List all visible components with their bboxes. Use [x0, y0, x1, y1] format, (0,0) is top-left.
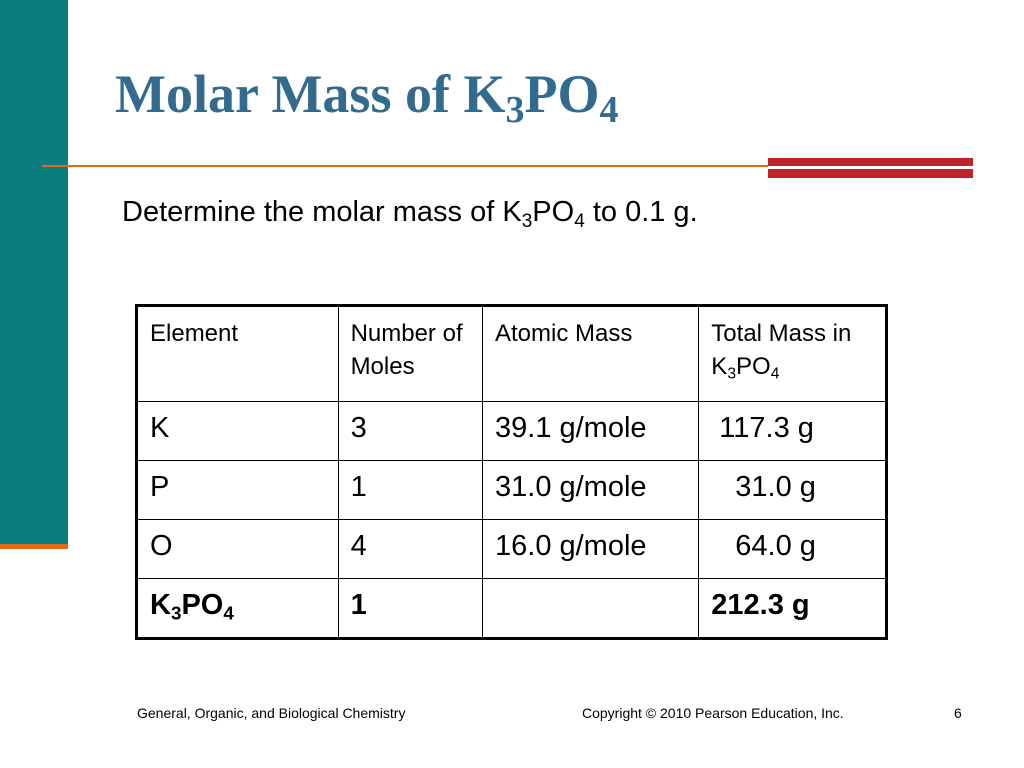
cell-atomic-mass: 16.0 g/mole	[481, 519, 700, 579]
molar-mass-table: Element Number of Moles Atomic Mass Tota…	[135, 304, 888, 640]
cell-moles: 1	[337, 460, 484, 520]
table-row: K 3 39.1 g/mole 117.3 g	[136, 401, 887, 461]
cell-moles: 3	[337, 401, 484, 461]
cell-compound-moles: 1	[337, 578, 484, 639]
cell-element: P	[136, 460, 339, 520]
side-bar-underline	[0, 544, 68, 549]
footer-copyright: Copyright © 2010 Pearson Education, Inc.	[582, 705, 844, 721]
table-row: P 1 31.0 g/mole 31.0 g	[136, 460, 887, 520]
cell-element: K	[136, 401, 339, 461]
table-header-row: Element Number of Moles Atomic Mass Tota…	[136, 305, 887, 402]
footer-page-number: 6	[954, 705, 962, 721]
cell-compound-atomic	[481, 578, 700, 639]
table-row: O 4 16.0 g/mole 64.0 g	[136, 519, 887, 579]
cell-total-mass: 117.3 g	[698, 401, 887, 461]
footer-course-title: General, Organic, and Biological Chemist…	[137, 705, 406, 721]
slide-title: Molar Mass of K3PO4	[115, 64, 619, 131]
cell-compound-total: 212.3 g	[698, 578, 887, 639]
cell-atomic-mass: 31.0 g/mole	[481, 460, 700, 520]
header-atomic-mass: Atomic Mass	[481, 305, 700, 402]
cell-moles: 4	[337, 519, 484, 579]
header-total-mass: Total Mass in K3PO4	[698, 305, 887, 402]
question-text: Determine the molar mass of K3PO4 to 0.1…	[122, 196, 698, 232]
header-element: Element	[136, 305, 339, 402]
side-accent-bar	[0, 0, 68, 544]
table-total-row: K3PO4 1 212.3 g	[136, 578, 887, 639]
cell-atomic-mass: 39.1 g/mole	[481, 401, 700, 461]
cell-total-mass: 31.0 g	[698, 460, 887, 520]
header-moles: Number of Moles	[337, 305, 484, 402]
cell-element: O	[136, 519, 339, 579]
cell-compound: K3PO4	[136, 578, 339, 639]
cell-total-mass: 64.0 g	[698, 519, 887, 579]
title-rule-red-gap	[768, 166, 973, 169]
title-rule-line	[42, 165, 770, 167]
